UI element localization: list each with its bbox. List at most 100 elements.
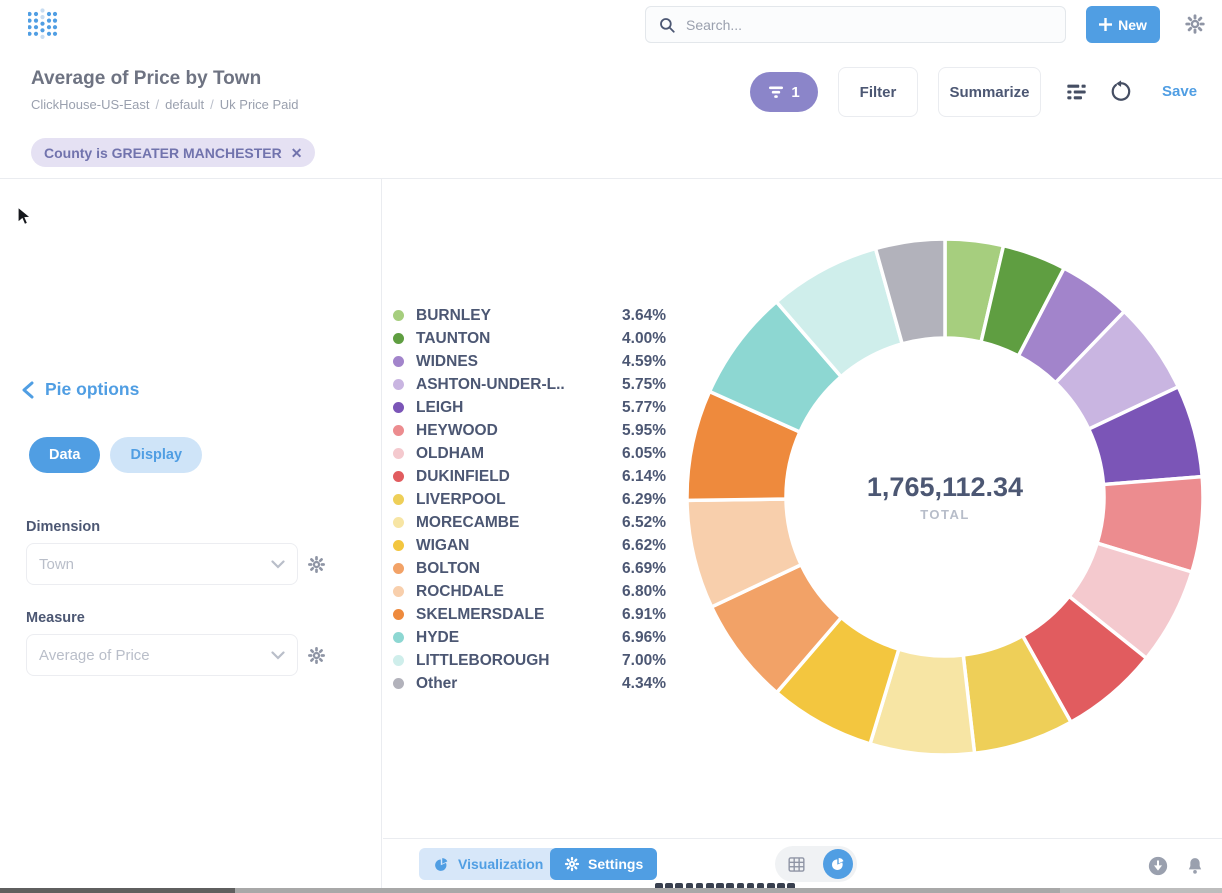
legend-dot xyxy=(393,448,404,459)
legend-item[interactable]: LEIGH 5.77% xyxy=(393,396,666,419)
sidebar-back-header[interactable]: Pie options xyxy=(20,379,139,400)
visualization-button[interactable]: Visualization xyxy=(419,848,558,880)
legend-percent: 6.69% xyxy=(622,559,666,577)
legend-item[interactable]: HEYWOOD 5.95% xyxy=(393,419,666,442)
legend-dot xyxy=(393,563,404,574)
dimension-select[interactable]: Town xyxy=(26,543,298,585)
legend-percent: 5.77% xyxy=(622,398,666,416)
gear-icon xyxy=(564,856,580,872)
clipped-glyph xyxy=(695,883,704,890)
breadcrumb[interactable]: ClickHouse-US-East / default / Uk Price Paid xyxy=(31,97,299,112)
metabase-logo-icon[interactable] xyxy=(28,8,58,40)
clipped-glyph xyxy=(685,883,694,890)
pie-chart-icon xyxy=(435,857,448,871)
chevron-down-icon xyxy=(271,650,285,660)
measure-value: Average of Price xyxy=(39,646,150,664)
legend-item[interactable]: OLDHAM 6.05% xyxy=(393,442,666,465)
settings-button[interactable]: Settings xyxy=(550,848,658,880)
legend-label: ASHTON-UNDER-L.. xyxy=(416,375,565,393)
legend-item[interactable]: WIDNES 4.59% xyxy=(393,350,666,373)
legend-item[interactable]: ROCHDALE 6.80% xyxy=(393,580,666,603)
pie-slice[interactable] xyxy=(873,237,947,346)
save-button[interactable]: Save xyxy=(1162,83,1198,100)
legend-label: LEIGH xyxy=(416,398,464,416)
scrollbar-thumb[interactable] xyxy=(0,888,235,893)
breadcrumb-item[interactable]: default xyxy=(165,97,205,112)
legend-label: WIDNES xyxy=(416,352,478,370)
legend-label: Other xyxy=(416,674,458,692)
pie-options-sidebar: Pie options Data Display Dimension Town xyxy=(0,179,382,888)
legend-item[interactable]: MORECAMBE 6.52% xyxy=(393,511,666,534)
chevron-down-icon xyxy=(271,559,285,569)
legend-item[interactable]: LIVERPOOL 6.29% xyxy=(393,488,666,511)
legend-item[interactable]: ASHTON-UNDER-L.. 5.75% xyxy=(393,373,666,396)
legend-dot xyxy=(393,540,404,551)
plus-icon xyxy=(1099,18,1113,31)
measure-select[interactable]: Average of Price xyxy=(26,634,298,676)
clipped-glyph xyxy=(777,883,785,890)
bell-icon[interactable] xyxy=(1185,856,1205,876)
table-icon[interactable] xyxy=(779,856,813,873)
dimension-gear-icon[interactable] xyxy=(307,555,326,574)
legend-item[interactable]: LITTLEBOROUGH 7.00% xyxy=(393,649,666,672)
refresh-icon[interactable] xyxy=(1109,80,1132,103)
tab-data[interactable]: Data xyxy=(29,437,101,473)
legend-dot xyxy=(393,494,404,505)
legend-label: LITTLEBOROUGH xyxy=(416,651,550,669)
summarize-button[interactable]: Summarize xyxy=(938,67,1041,117)
legend-label: ROCHDALE xyxy=(416,582,504,600)
donut-chart xyxy=(682,234,1208,760)
clipped-glyph xyxy=(675,883,683,890)
notebook-editor-icon[interactable] xyxy=(1065,81,1088,103)
filter-button[interactable]: Filter xyxy=(838,67,918,117)
admin-gear-icon[interactable] xyxy=(1184,13,1206,35)
legend-dot xyxy=(393,632,404,643)
legend-item[interactable]: WIGAN 6.62% xyxy=(393,534,666,557)
legend-dot xyxy=(393,678,404,689)
legend-item[interactable]: Other 4.34% xyxy=(393,672,666,695)
legend-percent: 7.00% xyxy=(622,651,666,669)
search-input[interactable] xyxy=(686,16,1053,33)
legend-dot xyxy=(393,586,404,597)
legend-percent: 6.91% xyxy=(622,605,666,623)
legend-dot xyxy=(393,609,404,620)
filter-chip[interactable]: County is GREATER MANCHESTER ✕ xyxy=(31,138,316,167)
legend-item[interactable]: BURNLEY 3.64% xyxy=(393,304,666,327)
legend-dot xyxy=(393,310,404,321)
new-button[interactable]: New xyxy=(1086,6,1160,43)
legend-item[interactable]: SKELMERSDALE 6.91% xyxy=(393,603,666,626)
legend-label: WIGAN xyxy=(416,536,470,554)
legend-percent: 5.95% xyxy=(622,421,666,439)
clipped-content-artifact xyxy=(655,883,796,890)
clipped-glyph xyxy=(746,883,755,890)
clipped-glyph xyxy=(787,883,796,890)
legend-label: DUKINFIELD xyxy=(416,467,510,485)
legend-item[interactable]: DUKINFIELD 6.14% xyxy=(393,465,666,488)
legend-item[interactable]: TAUNTON 4.00% xyxy=(393,327,666,350)
pie-view-toggle-icon[interactable] xyxy=(823,849,853,879)
breadcrumb-item[interactable]: ClickHouse-US-East xyxy=(31,97,150,112)
legend-dot xyxy=(393,655,404,666)
page-title: Average of Price by Town xyxy=(31,68,262,89)
legend-label: BURNLEY xyxy=(416,306,491,324)
search-icon xyxy=(660,17,675,33)
measure-label: Measure xyxy=(26,610,85,626)
measure-gear-icon[interactable] xyxy=(307,646,326,665)
filter-count: 1 xyxy=(791,83,800,101)
tab-display[interactable]: Display xyxy=(110,437,203,473)
breadcrumb-item[interactable]: Uk Price Paid xyxy=(219,97,299,112)
sidebar-tabs: Data Display xyxy=(29,437,203,473)
horizontal-scrollbar xyxy=(0,888,1222,893)
filter-chip-label: County is GREATER MANCHESTER xyxy=(44,144,282,161)
dimension-label: Dimension xyxy=(26,519,101,535)
sidebar-title: Pie options xyxy=(45,379,140,399)
close-icon[interactable]: ✕ xyxy=(290,144,303,161)
download-icon[interactable] xyxy=(1147,855,1169,877)
legend-item[interactable]: BOLTON 6.69% xyxy=(393,557,666,580)
legend-dot xyxy=(393,471,404,482)
filter-count-pill[interactable]: 1 xyxy=(750,72,818,112)
legend-percent: 6.80% xyxy=(622,582,666,600)
legend-item[interactable]: HYDE 6.96% xyxy=(393,626,666,649)
legend-percent: 4.00% xyxy=(622,329,666,347)
search-bar[interactable] xyxy=(645,6,1066,43)
